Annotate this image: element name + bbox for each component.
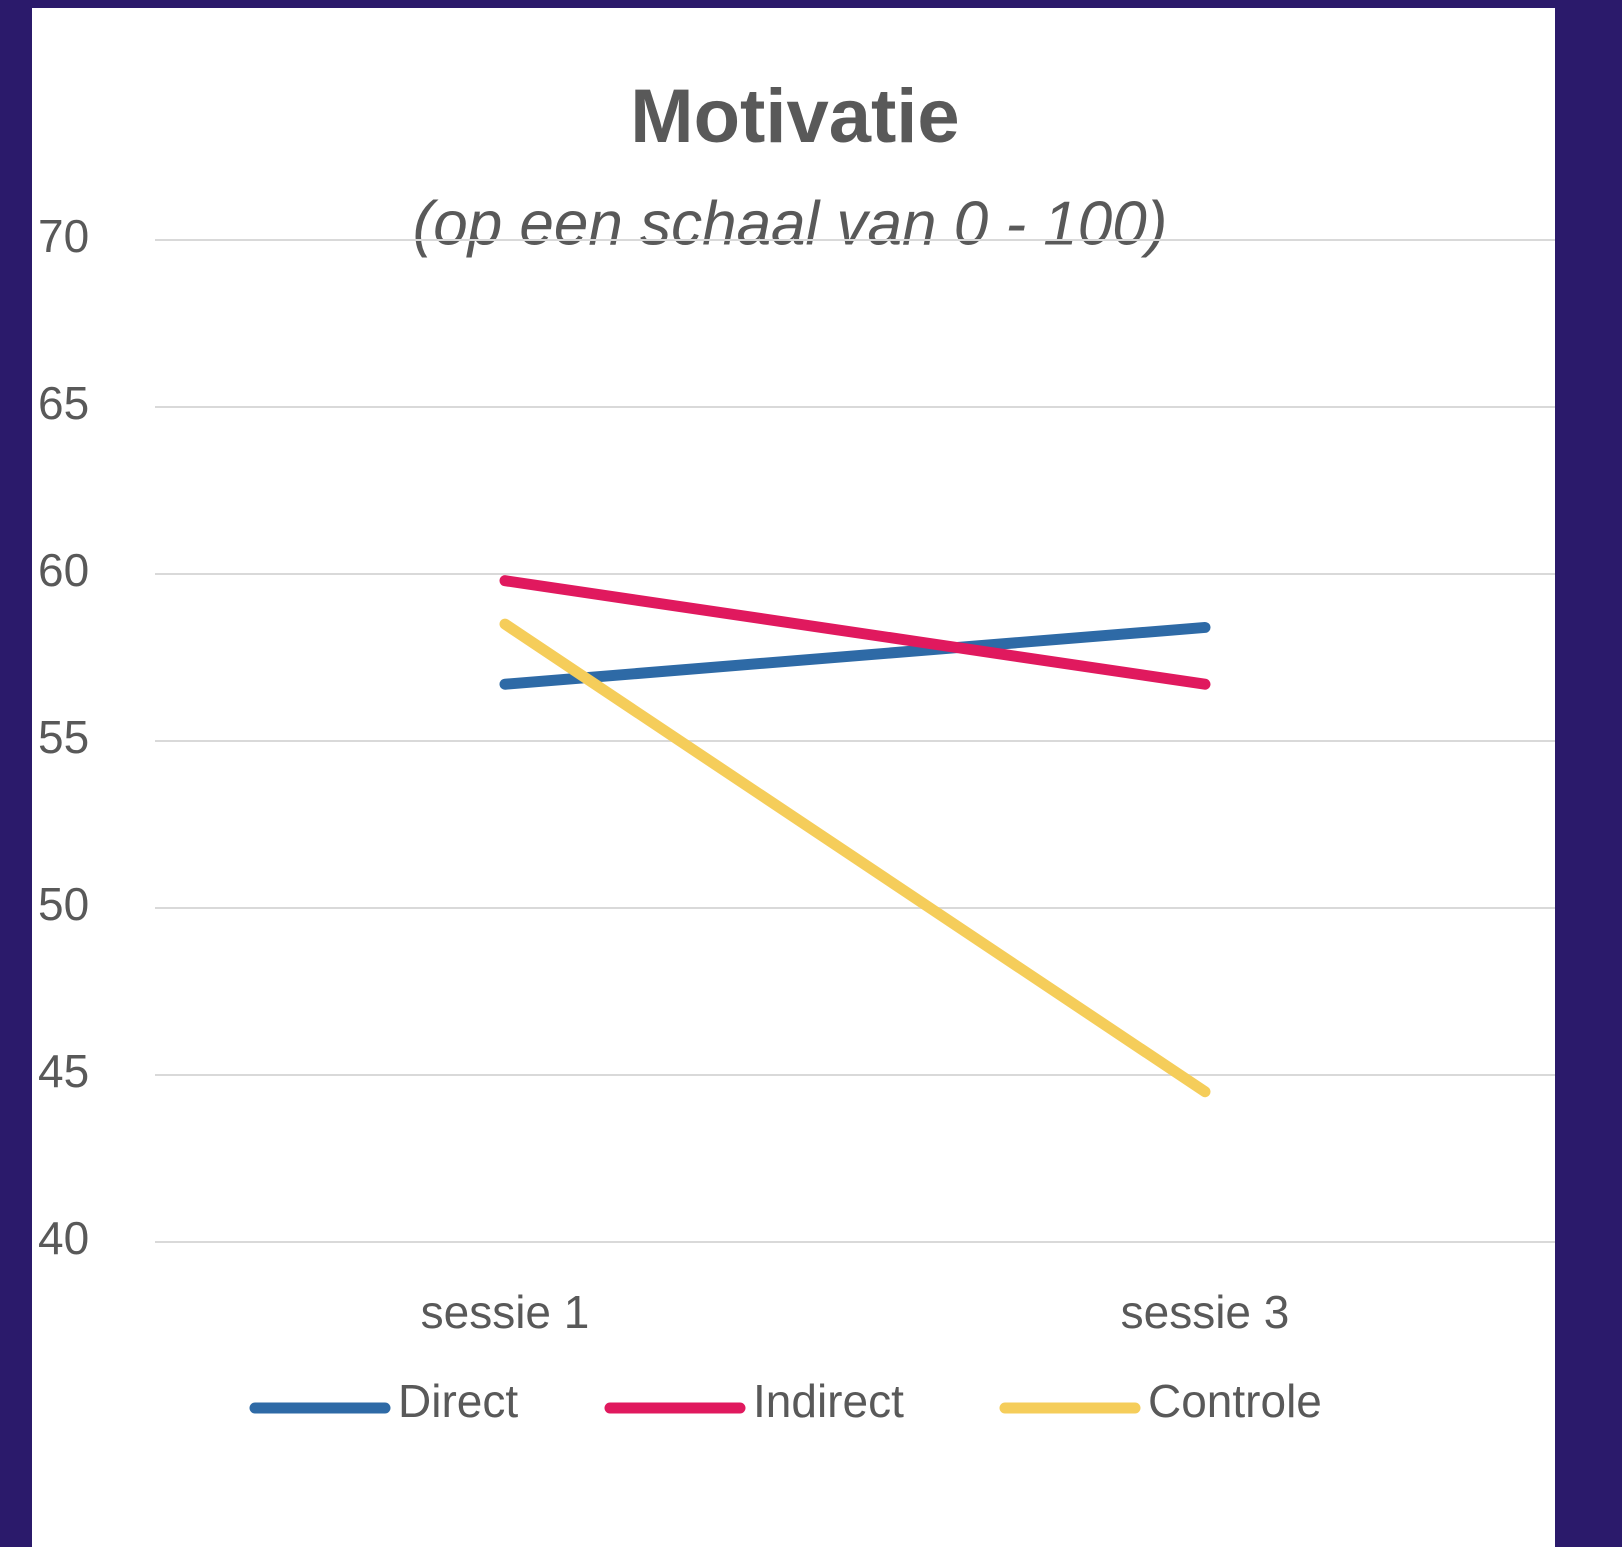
chart-title: Motivatie	[630, 74, 959, 159]
y-tick-label: 70	[38, 210, 89, 262]
legend-label: Indirect	[753, 1375, 904, 1427]
y-tick-label: 65	[38, 377, 89, 429]
series-line	[499, 621, 1211, 690]
series-line	[499, 618, 1211, 1098]
y-tick-label: 60	[38, 544, 89, 596]
chart-panel	[32, 8, 1555, 1547]
y-tick-label: 50	[38, 878, 89, 930]
y-tick-label: 55	[38, 711, 89, 763]
y-tick-label: 40	[38, 1212, 89, 1264]
legend-label: Direct	[398, 1375, 518, 1427]
legend-label: Controle	[1148, 1375, 1322, 1427]
y-tick-label: 45	[38, 1045, 89, 1097]
series-line	[499, 575, 1211, 690]
x-tick-label: sessie 1	[421, 1286, 590, 1338]
chart-subtitle: (op een schaal van 0 - 100)	[413, 189, 1168, 258]
x-tick-label: sessie 3	[1121, 1286, 1290, 1338]
